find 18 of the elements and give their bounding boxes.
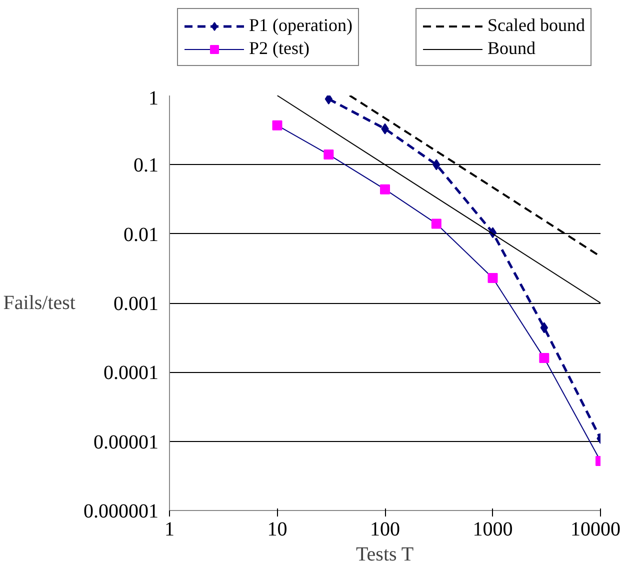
x-axis-title: Tests T — [356, 544, 414, 566]
y-tick-label: 0.0001 — [104, 362, 158, 384]
y-axis-title: Fails/test — [3, 292, 76, 314]
y-tick-label: 0.000001 — [84, 500, 158, 522]
y-tick-label: 0.01 — [124, 224, 158, 246]
x-tick-label: 1 — [164, 518, 174, 540]
x-tick-label: 10 — [267, 518, 288, 540]
y-tick-label: 1 — [148, 88, 158, 110]
legend-label: P1 (operation) — [249, 15, 352, 36]
x-tick-label: 1000 — [472, 518, 513, 540]
y-tick-label: 0.00001 — [94, 431, 158, 454]
y-tick-label: 0.001 — [114, 293, 158, 315]
y-tick-label: 0.1 — [134, 154, 158, 177]
x-tick-label: 100 — [370, 518, 400, 540]
legend-label: Scaled bound — [488, 15, 585, 36]
legend-label: P2 (test) — [249, 38, 310, 59]
x-tick-label: 10000 — [570, 518, 620, 540]
legend-label: Bound — [488, 38, 536, 59]
